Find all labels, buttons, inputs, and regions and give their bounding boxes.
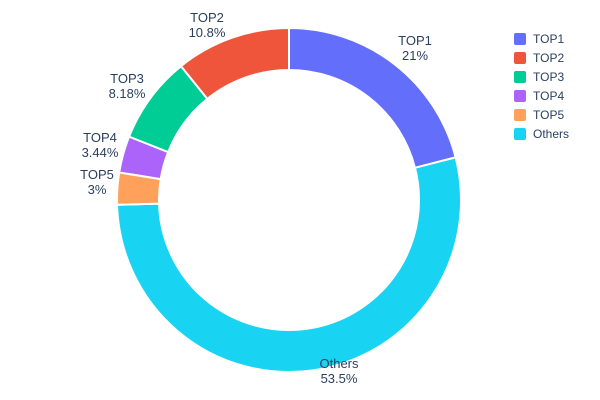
legend-item-top3[interactable]: TOP3 — [514, 70, 569, 84]
slice-label-top3: TOP3 8.18% — [109, 71, 146, 101]
legend-swatch — [514, 33, 526, 45]
legend-label: TOP4 — [533, 89, 565, 103]
slice-others[interactable] — [116, 156, 463, 373]
legend-swatch — [514, 128, 526, 140]
legend-item-top2[interactable]: TOP2 — [514, 51, 569, 65]
legend-swatch — [514, 109, 526, 121]
legend-label: Others — [533, 127, 570, 141]
legend-label: TOP2 — [533, 51, 565, 65]
legend-swatch — [514, 71, 526, 83]
slice-top1[interactable] — [288, 27, 457, 169]
legend-label: TOP3 — [533, 70, 565, 84]
legend-item-top1[interactable]: TOP1 — [514, 32, 569, 46]
slice-label-top4: TOP4 3.44% — [82, 130, 119, 160]
slice-top2[interactable] — [179, 27, 290, 100]
legend-label: TOP5 — [533, 108, 565, 122]
slice-label-top2: TOP2 10.8% — [189, 10, 226, 40]
legend-item-top5[interactable]: TOP5 — [514, 108, 569, 122]
legend-item-top4[interactable]: TOP4 — [514, 89, 569, 103]
legend: TOP1 TOP2 TOP3 TOP4 TOP5 Others — [514, 32, 569, 141]
legend-swatch — [514, 52, 526, 64]
legend-label: TOP1 — [533, 32, 565, 46]
slice-label-top1: TOP1 21% — [398, 33, 432, 63]
legend-item-others[interactable]: Others — [514, 127, 569, 141]
slice-label-top5: TOP5 3% — [80, 167, 114, 197]
legend-swatch — [514, 90, 526, 102]
slice-label-others: Others 53.5% — [319, 356, 359, 386]
